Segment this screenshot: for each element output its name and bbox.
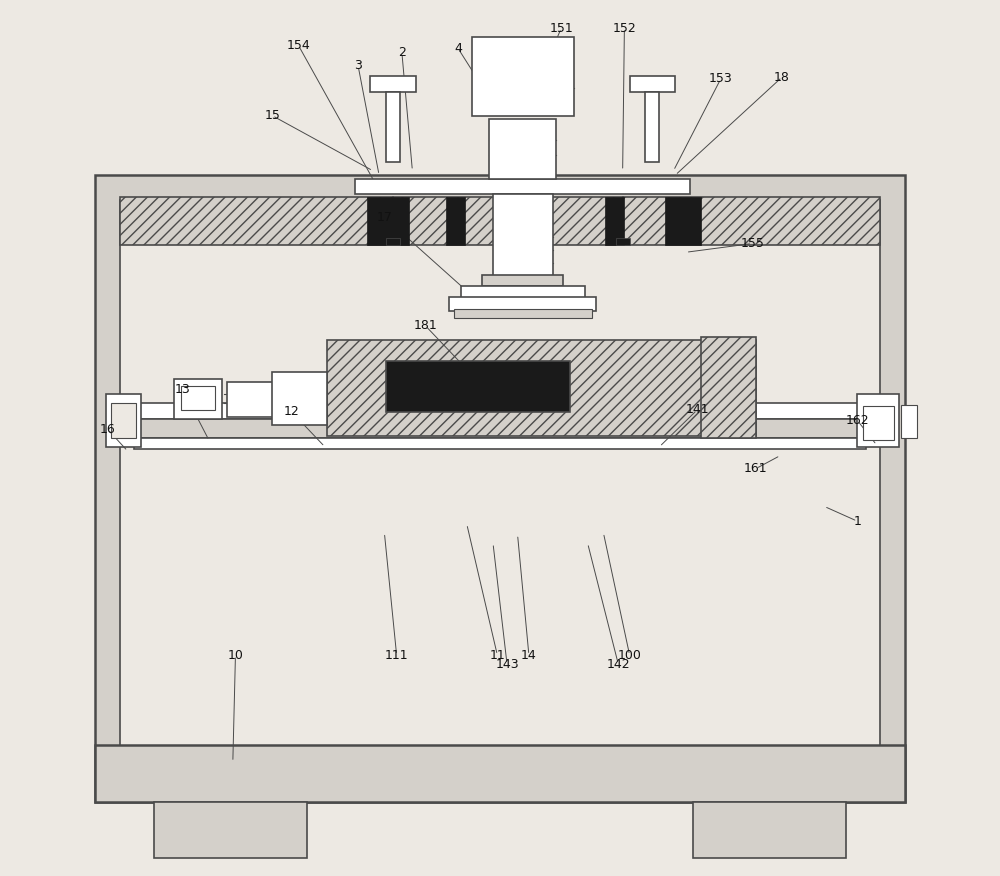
Bar [95, 745, 905, 802]
Bar [857, 394, 899, 447]
Bar [181, 386, 215, 410]
Text: 16: 16 [100, 423, 115, 435]
Text: 4: 4 [454, 42, 462, 54]
Bar [386, 92, 400, 162]
Bar [134, 419, 866, 438]
Text: 12: 12 [284, 406, 299, 418]
Bar [446, 197, 465, 245]
Text: 153: 153 [709, 73, 733, 85]
Text: 100: 100 [618, 649, 642, 661]
Bar [630, 76, 675, 92]
Bar [355, 179, 690, 194]
Text: 2: 2 [398, 46, 406, 59]
Text: 15: 15 [264, 110, 280, 122]
Bar [665, 197, 701, 245]
Bar [701, 337, 756, 438]
Bar [386, 238, 400, 245]
Bar [461, 286, 585, 298]
Bar [272, 372, 327, 425]
Bar [386, 361, 570, 412]
Bar [482, 275, 563, 286]
Bar [472, 37, 574, 116]
Text: 162: 162 [846, 414, 869, 427]
Bar [370, 76, 416, 92]
Text: 155: 155 [740, 237, 764, 250]
Bar [863, 406, 894, 440]
Text: 18: 18 [774, 71, 790, 83]
Bar [227, 382, 327, 417]
Text: 154: 154 [287, 39, 310, 52]
Bar [95, 175, 905, 802]
Text: 14: 14 [521, 649, 537, 661]
Bar [174, 379, 222, 419]
Bar [111, 403, 136, 438]
Text: 1: 1 [853, 515, 861, 527]
Bar [901, 405, 917, 438]
Bar [645, 92, 659, 162]
Text: 13: 13 [175, 384, 191, 396]
Text: 142: 142 [606, 658, 630, 670]
Text: 151: 151 [549, 22, 573, 34]
Bar [327, 340, 756, 436]
Bar [134, 403, 866, 419]
Bar [489, 119, 556, 179]
Text: 17: 17 [376, 211, 392, 223]
Bar [134, 438, 866, 449]
Bar [154, 802, 307, 858]
Bar [693, 802, 846, 858]
Text: 10: 10 [228, 649, 243, 661]
Text: 11: 11 [489, 649, 505, 661]
Text: 152: 152 [613, 22, 636, 34]
Bar [616, 238, 630, 245]
Bar [106, 394, 141, 447]
Bar [120, 200, 880, 777]
Bar [605, 197, 624, 245]
Bar [367, 197, 409, 245]
Bar [449, 297, 596, 311]
Text: 161: 161 [744, 463, 768, 475]
Bar [120, 197, 880, 245]
Bar [493, 194, 553, 280]
Bar [454, 309, 592, 318]
Text: 3: 3 [354, 60, 362, 72]
Text: 181: 181 [414, 320, 437, 332]
Text: 141: 141 [685, 404, 709, 416]
Text: 143: 143 [495, 658, 519, 670]
Text: 111: 111 [385, 649, 408, 661]
